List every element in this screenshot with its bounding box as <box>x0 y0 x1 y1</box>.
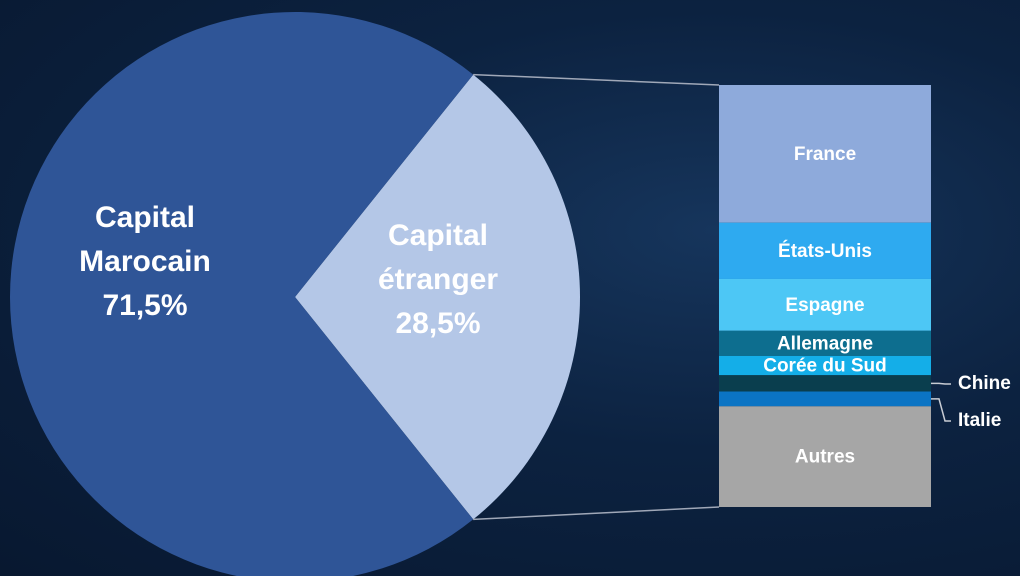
leader-line <box>931 398 951 422</box>
bar-segment <box>719 355 931 376</box>
pie-label: Capital Marocain 71,5% <box>25 196 265 328</box>
segment-label: États-Unis <box>778 240 872 262</box>
connector-line <box>473 506 720 521</box>
segment-label: Espagne <box>785 295 864 316</box>
bar-segment <box>719 85 931 223</box>
connector-line <box>473 73 720 86</box>
segment-label: Italie <box>958 410 1001 431</box>
leader-line <box>931 382 951 385</box>
bar-segment <box>719 222 931 279</box>
pie-value-label: 71,5% <box>102 289 188 322</box>
bar-segment <box>719 375 931 392</box>
segment-label: Autres <box>795 447 855 468</box>
bar-segment <box>719 330 931 356</box>
segment-label: Chine <box>958 373 1011 394</box>
bar-segment <box>719 406 931 507</box>
bar-segment <box>719 391 931 407</box>
pie-value-label: 28,5% <box>395 307 481 340</box>
pie-slice <box>295 74 580 520</box>
pie-category: Capital étranger <box>377 219 499 296</box>
pie-category: Capital Marocain <box>79 201 211 278</box>
segment-label: Corée du Sud <box>763 356 887 377</box>
bar-segment <box>719 278 931 331</box>
segment-label: France <box>794 144 856 165</box>
pie-label: Capital étranger 28,5% <box>318 214 558 346</box>
pie-slice <box>10 12 474 576</box>
segment-label: Allemagne <box>777 333 873 354</box>
